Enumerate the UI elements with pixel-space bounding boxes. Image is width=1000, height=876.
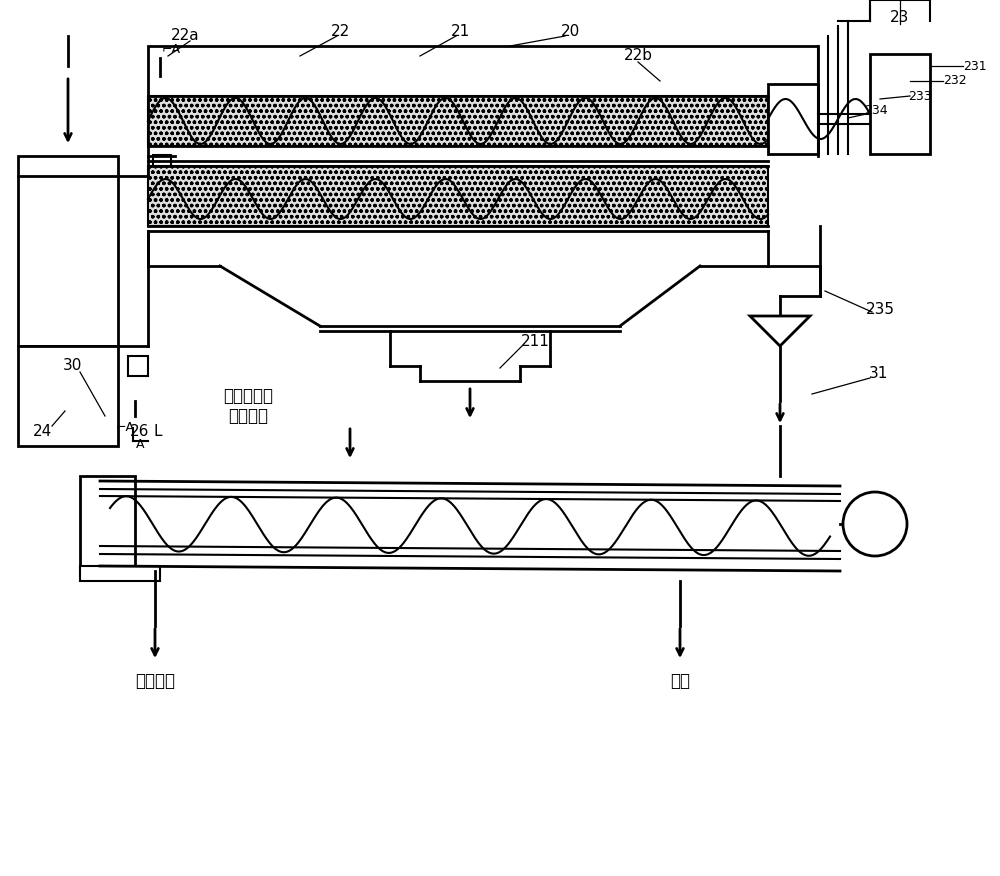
Text: 233: 233 bbox=[908, 89, 932, 102]
Bar bbox=[153, 155, 171, 170]
Text: L: L bbox=[154, 425, 162, 440]
Text: 232: 232 bbox=[943, 74, 967, 88]
Text: ⌐A: ⌐A bbox=[162, 43, 181, 56]
Text: 26: 26 bbox=[130, 425, 150, 440]
Text: 轻质异物: 轻质异物 bbox=[135, 672, 175, 690]
Text: 垃圾浆液: 垃圾浆液 bbox=[228, 407, 268, 425]
Bar bbox=[148, 166, 768, 226]
Bar bbox=[80, 476, 135, 571]
Text: 滤液: 滤液 bbox=[670, 672, 690, 690]
Bar bbox=[18, 156, 118, 346]
Text: 231: 231 bbox=[963, 60, 987, 73]
Bar bbox=[870, 54, 930, 154]
Text: M: M bbox=[866, 515, 884, 533]
Text: 30: 30 bbox=[62, 358, 82, 373]
Text: 234: 234 bbox=[864, 104, 888, 117]
Text: 20: 20 bbox=[560, 24, 580, 39]
Bar bbox=[148, 46, 818, 96]
Text: 过滤后餐厨: 过滤后餐厨 bbox=[223, 387, 273, 405]
Circle shape bbox=[843, 492, 907, 556]
Text: 24: 24 bbox=[32, 423, 52, 439]
Bar bbox=[148, 96, 768, 146]
Bar bbox=[128, 356, 148, 376]
Polygon shape bbox=[750, 316, 810, 346]
Text: ⌐A: ⌐A bbox=[116, 421, 134, 434]
Text: 22a: 22a bbox=[171, 29, 199, 44]
Text: 22b: 22b bbox=[624, 48, 652, 63]
Text: 21: 21 bbox=[450, 24, 470, 39]
Text: 23: 23 bbox=[890, 11, 910, 25]
Text: 235: 235 bbox=[866, 301, 895, 316]
Bar bbox=[768, 84, 818, 154]
Text: A: A bbox=[136, 437, 144, 450]
Text: 211: 211 bbox=[521, 334, 549, 349]
Text: 22: 22 bbox=[330, 24, 350, 39]
Bar bbox=[18, 346, 118, 446]
Bar bbox=[80, 566, 160, 581]
Text: 31: 31 bbox=[868, 365, 888, 380]
